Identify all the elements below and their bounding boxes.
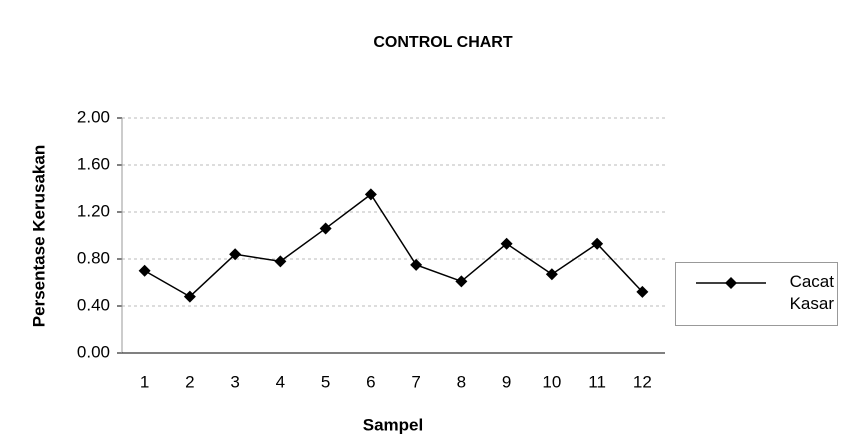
x-tick-label: 6 bbox=[366, 372, 375, 391]
x-tick-label: 2 bbox=[185, 372, 194, 391]
marker bbox=[500, 237, 513, 250]
x-axis-label: Sampel bbox=[363, 415, 423, 434]
marker bbox=[545, 268, 558, 281]
legend: Cacat Kasar bbox=[675, 262, 838, 326]
chart-title: CONTROL CHART bbox=[373, 34, 512, 51]
y-axis-label: Persentase Kerusakan bbox=[29, 145, 48, 327]
x-tick-label: 7 bbox=[411, 372, 420, 391]
marker bbox=[319, 222, 332, 235]
marker bbox=[274, 255, 287, 268]
series-line bbox=[144, 193, 643, 298]
x-tick-label: 5 bbox=[321, 372, 330, 391]
marker bbox=[229, 248, 242, 261]
x-tick-label: 4 bbox=[276, 372, 285, 391]
x-tick-label: 3 bbox=[230, 372, 239, 391]
marker bbox=[364, 188, 377, 201]
x-tick-label: 11 bbox=[588, 372, 606, 391]
marker bbox=[138, 264, 151, 277]
legend-symbol bbox=[696, 277, 766, 289]
x-tick-label: 8 bbox=[457, 372, 466, 391]
x-tick-label: 10 bbox=[542, 372, 561, 391]
x-tick-label: 1 bbox=[140, 372, 149, 391]
x-tick-label: 12 bbox=[633, 372, 652, 391]
marker bbox=[455, 275, 468, 288]
marker bbox=[591, 237, 604, 250]
y-tick-label: 1.60 bbox=[77, 154, 110, 173]
y-tick-label: 1.20 bbox=[77, 201, 110, 220]
marker bbox=[410, 258, 423, 271]
x-tick-label: 9 bbox=[502, 372, 511, 391]
y-tick-label: 0.80 bbox=[77, 248, 110, 267]
y-tick-label: 2.00 bbox=[77, 107, 110, 126]
marker bbox=[183, 290, 196, 303]
marker bbox=[636, 285, 649, 298]
y-tick-label: 0.40 bbox=[77, 295, 110, 314]
y-tick-label: 0.00 bbox=[77, 342, 110, 361]
legend-label: Cacat Kasar bbox=[789, 272, 834, 313]
